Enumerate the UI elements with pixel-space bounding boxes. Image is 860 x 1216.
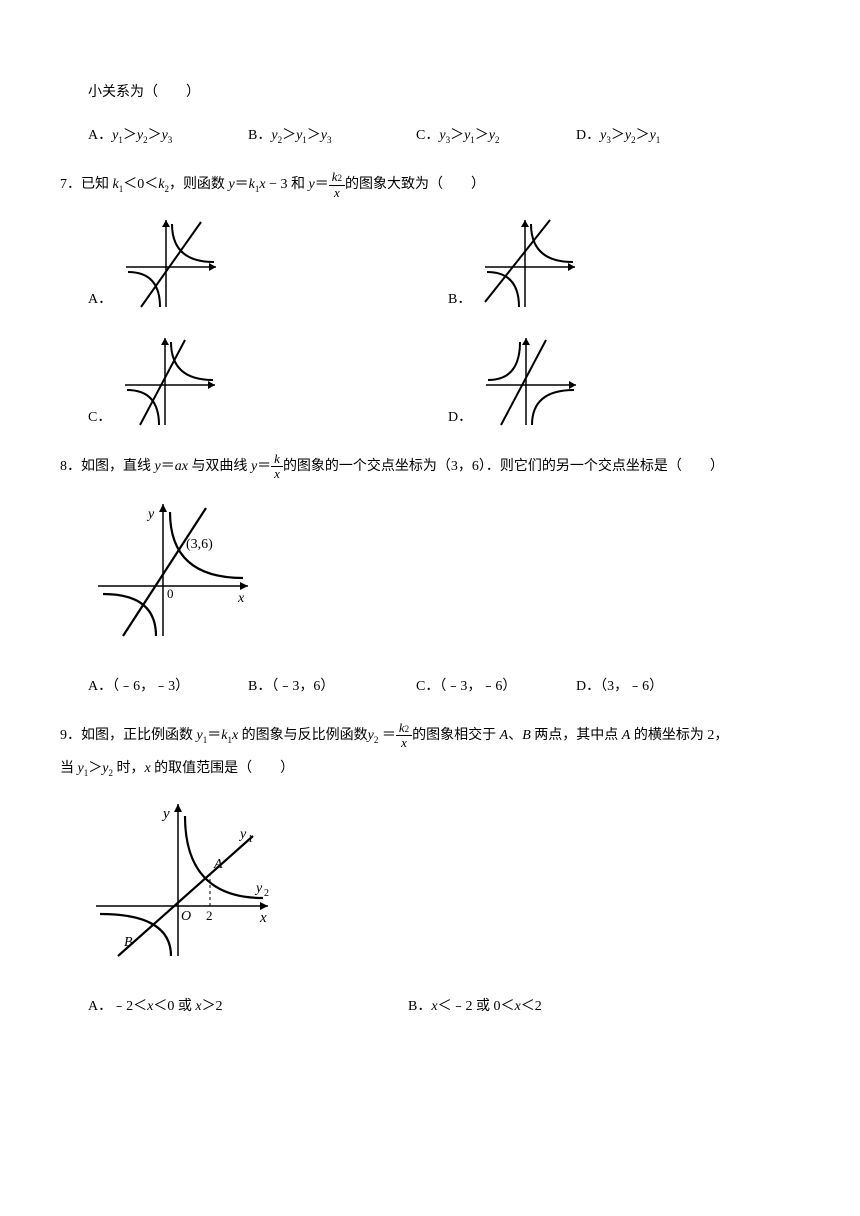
svg-text:2: 2 [206,908,213,923]
q7-opt-d: D． [448,330,586,430]
q6-opt-b: B．y2＞y1＞y3 [248,123,416,148]
q9-figure: y x O 2 A B y 1 y 2 [88,796,800,966]
q8-opt-d: D．（3，﹣6） [576,674,716,699]
svg-text:y: y [238,827,247,842]
q8-stem: 8．如图，直线 y＝ax 与双曲线 y＝kx的图象的一个交点坐标为（3，6）．则… [60,452,800,482]
q9-opt-a: A．﹣2＜x＜0 或 x＞2 [88,994,408,1019]
q7-graphs-row1: A． B． [88,212,800,312]
q8-figure: y x 0 (3,6) [88,496,800,646]
q8-opt-c: C．（﹣3，﹣6） [416,674,576,699]
q7-graph-d-icon [476,330,586,430]
svg-text:y: y [161,806,170,822]
svg-text:O: O [181,909,191,924]
svg-text:x: x [259,910,267,926]
svg-text:y: y [254,881,263,896]
q6-opt-d: D．y3＞y2＞y1 [576,123,716,148]
q7-opt-c: C． [88,330,388,430]
q7-opt-b: B． [448,212,585,312]
q7-stem: 7．已知 k1＜0＜k2，则函数 y＝k1x − 3 和 y＝k2x的图象大致为… [60,170,800,200]
svg-text:2: 2 [264,888,269,899]
q8-options: A．（﹣6，﹣3） B．（﹣3，6） C．（﹣3，﹣6） D．（3，﹣6） [88,674,800,699]
q9-stem: 9．如图，正比例函数 y1＝k1x 的图象与反比例函数y2 ＝k2x的图象相交于… [60,721,800,782]
q9-graph-icon: y x O 2 A B y 1 y 2 [88,796,278,966]
svg-text:A: A [213,857,223,872]
q6-stem-tail: 小关系为（ ） [88,80,800,105]
svg-text:0: 0 [167,586,174,601]
svg-text:1: 1 [248,834,253,845]
q7-graphs-row2: C． D． [88,330,800,430]
q6-options: A．y1＞y2＞y3 B．y2＞y1＞y3 C．y3＞y1＞y2 D．y3＞y2… [88,123,800,148]
q6-opt-a: A．y1＞y2＞y3 [88,123,248,148]
q8-opt-a: A．（﹣6，﹣3） [88,674,248,699]
svg-text:(3,6): (3,6) [186,537,213,552]
q6-opt-c: C．y3＞y1＞y2 [416,123,576,148]
q7-graph-b-icon [475,212,585,312]
svg-text:B: B [124,935,133,950]
q7-opt-a: A． [88,212,388,312]
svg-text:x: x [237,591,245,606]
q8-opt-b: B．（﹣3，6） [248,674,416,699]
q9-opt-b: B．x＜﹣2 或 0＜x＜2 [408,994,728,1019]
q7-graph-c-icon [115,330,225,430]
q8-graph-icon: y x 0 (3,6) [88,496,258,646]
q7-graph-a-icon [116,212,226,312]
svg-text:y: y [146,507,155,522]
q9-options: A．﹣2＜x＜0 或 x＞2 B．x＜﹣2 或 0＜x＜2 [88,994,800,1019]
